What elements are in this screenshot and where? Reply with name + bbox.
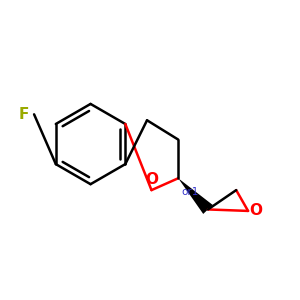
Text: or1: or1 xyxy=(181,187,199,196)
Text: O: O xyxy=(249,203,262,218)
Text: F: F xyxy=(19,107,29,122)
Text: O: O xyxy=(145,172,158,187)
Polygon shape xyxy=(178,178,213,214)
